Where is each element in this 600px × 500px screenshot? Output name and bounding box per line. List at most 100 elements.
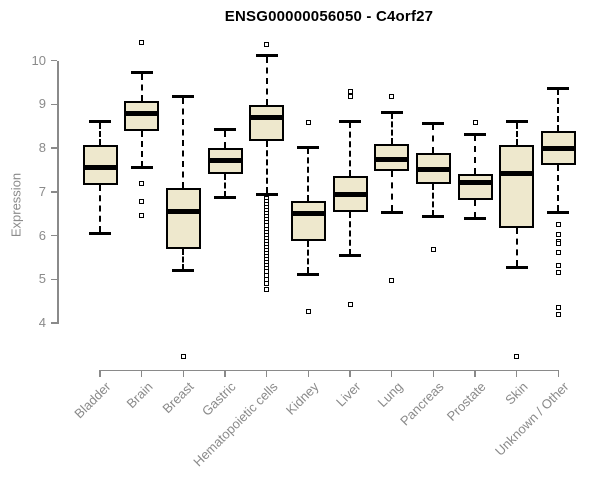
whisker-upper-line bbox=[99, 122, 101, 145]
y-tick-label: 5 bbox=[38, 271, 46, 287]
outlier-point bbox=[430, 246, 436, 252]
whisker-lower-cap bbox=[214, 196, 236, 200]
chart-title: ENSG00000056050 - C4orf27 bbox=[224, 8, 434, 25]
whisker-upper-cap bbox=[130, 71, 153, 75]
whisker-upper-line bbox=[265, 56, 268, 105]
whisker-lower-cap bbox=[422, 215, 445, 219]
whisker-upper-cap bbox=[214, 128, 236, 132]
whisker-lower-cap bbox=[547, 210, 570, 214]
outlier-point bbox=[139, 213, 145, 219]
y-tick-label: 6 bbox=[38, 227, 46, 243]
y-tick bbox=[51, 234, 57, 237]
x-tick bbox=[307, 371, 310, 377]
outlier-point bbox=[264, 281, 270, 287]
whisker-upper-cap bbox=[297, 145, 320, 149]
whisker-lower-line bbox=[182, 248, 185, 270]
y-tick bbox=[51, 103, 57, 106]
whisker-lower-cap bbox=[505, 265, 528, 269]
whisker-upper-cap bbox=[255, 54, 278, 58]
outlier-point bbox=[555, 231, 561, 237]
whisker-upper-line bbox=[140, 73, 143, 102]
median-line bbox=[540, 145, 576, 151]
x-tick bbox=[140, 371, 143, 377]
y-tick-label: 7 bbox=[38, 183, 46, 199]
whisker-lower-cap bbox=[339, 254, 362, 258]
median-line bbox=[165, 208, 201, 214]
whisker-upper-cap bbox=[339, 119, 362, 123]
whisker-lower-line bbox=[140, 130, 143, 167]
median-line bbox=[415, 167, 451, 173]
x-tick bbox=[349, 371, 351, 377]
whisker-upper-cap bbox=[380, 110, 403, 114]
whisker-lower-line bbox=[307, 240, 310, 274]
whisker-lower-line bbox=[557, 164, 560, 212]
y-tick-label: 10 bbox=[31, 52, 46, 68]
y-tick bbox=[51, 191, 57, 193]
outlier-point bbox=[139, 181, 145, 187]
whisker-upper-cap bbox=[422, 121, 445, 125]
iqr-box bbox=[290, 200, 326, 241]
y-axis-line bbox=[57, 60, 59, 325]
outlier-point bbox=[555, 241, 561, 246]
median-line bbox=[207, 157, 243, 163]
whisker-lower-cap bbox=[130, 166, 153, 170]
outlier-point bbox=[305, 119, 311, 125]
outlier-point bbox=[139, 40, 145, 46]
outlier-point bbox=[514, 353, 520, 359]
whisker-lower-cap bbox=[464, 217, 487, 221]
y-tick-label: 8 bbox=[38, 140, 46, 156]
y-tick-label: 4 bbox=[38, 315, 46, 331]
outlier-point bbox=[139, 198, 145, 204]
median-line bbox=[290, 210, 326, 216]
whisker-lower-cap bbox=[89, 231, 111, 235]
y-tick bbox=[51, 59, 57, 62]
outlier-point bbox=[347, 302, 353, 308]
whisker-lower-line bbox=[515, 228, 518, 267]
x-tick bbox=[515, 371, 518, 377]
x-tick bbox=[432, 371, 435, 377]
whisker-lower-line bbox=[99, 185, 101, 233]
outlier-point bbox=[555, 250, 561, 256]
x-tick bbox=[390, 371, 393, 377]
whisker-upper-line bbox=[557, 89, 560, 131]
y-tick bbox=[51, 322, 57, 324]
x-tick bbox=[265, 371, 268, 377]
whisker-upper-line bbox=[224, 130, 226, 148]
median-line bbox=[374, 157, 410, 163]
whisker-lower-line bbox=[432, 183, 435, 216]
outlier-point bbox=[472, 119, 478, 125]
iqr-box bbox=[457, 173, 493, 201]
whisker-lower-cap bbox=[380, 210, 403, 214]
median-line bbox=[332, 192, 368, 198]
whisker-lower-line bbox=[265, 141, 268, 194]
median-line bbox=[82, 165, 118, 171]
x-tick bbox=[182, 371, 185, 377]
iqr-box bbox=[499, 144, 535, 229]
outlier-point bbox=[180, 353, 186, 359]
median-line bbox=[124, 110, 160, 116]
whisker-upper-cap bbox=[547, 86, 570, 90]
median-line bbox=[249, 115, 285, 121]
whisker-lower-line bbox=[390, 171, 393, 212]
outlier-point bbox=[264, 286, 270, 292]
outlier-point bbox=[347, 89, 353, 95]
outlier-point bbox=[347, 94, 353, 100]
whisker-lower-line bbox=[224, 174, 226, 197]
iqr-box bbox=[249, 104, 285, 142]
median-line bbox=[499, 170, 535, 176]
y-tick bbox=[51, 278, 57, 281]
whisker-upper-cap bbox=[172, 95, 195, 99]
x-tick bbox=[557, 371, 560, 377]
outlier-point bbox=[555, 221, 561, 227]
whisker-lower-cap bbox=[172, 269, 195, 273]
x-tick bbox=[99, 371, 101, 377]
outlier-point bbox=[389, 278, 395, 284]
outlier-point bbox=[555, 263, 561, 269]
whisker-upper-line bbox=[432, 124, 435, 154]
whisker-upper-cap bbox=[464, 132, 487, 136]
y-tick bbox=[51, 147, 57, 149]
outlier-point bbox=[555, 269, 561, 275]
whisker-upper-line bbox=[182, 97, 185, 188]
whisker-upper-line bbox=[390, 113, 393, 145]
